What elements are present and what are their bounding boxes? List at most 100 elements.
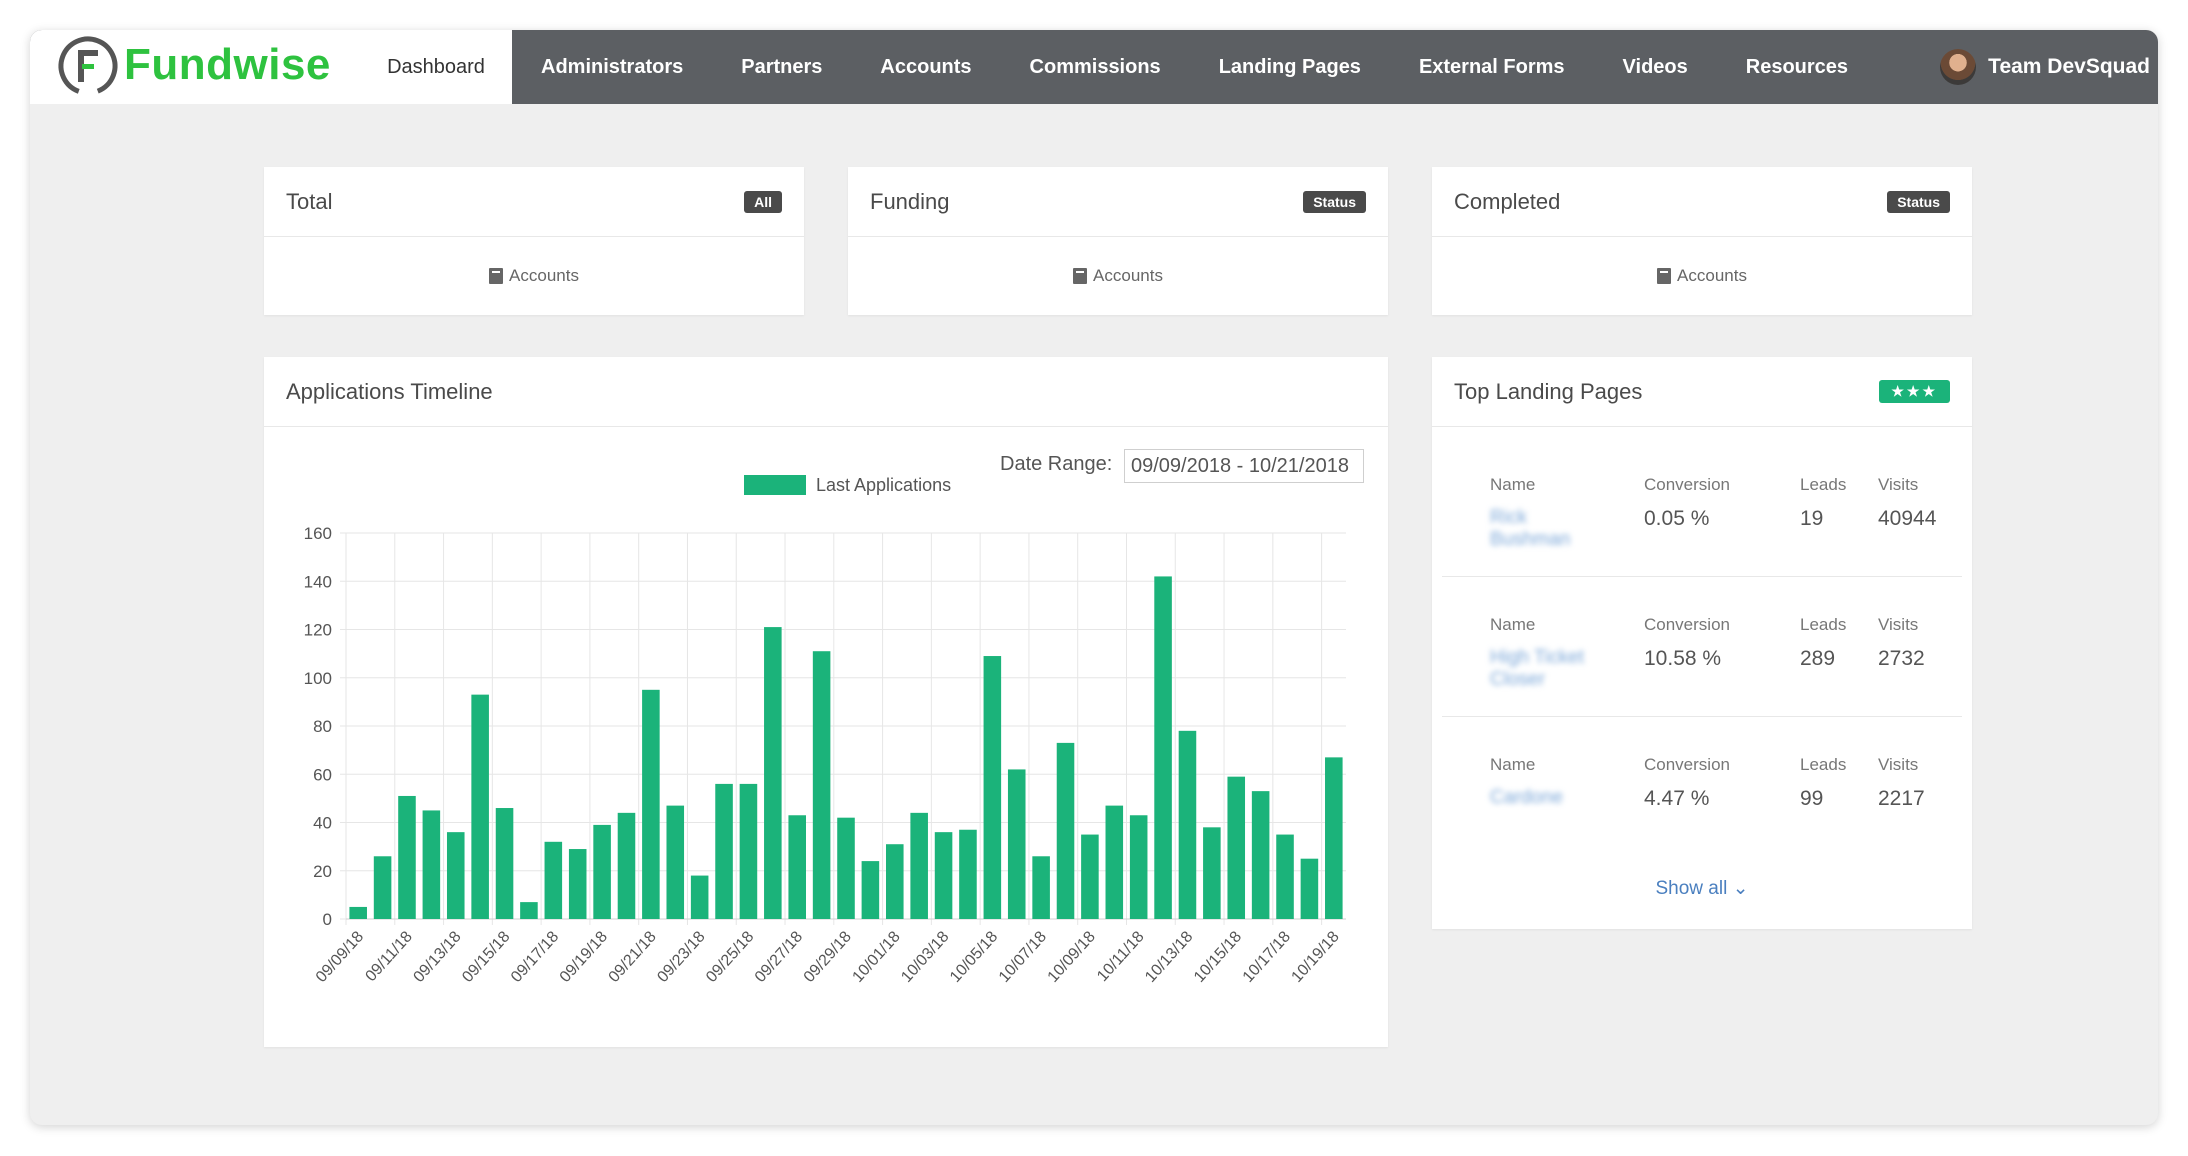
chart-bar xyxy=(934,832,953,919)
name-header: Name xyxy=(1490,755,1536,774)
brand-area: Fundwise Dashboard xyxy=(30,30,512,104)
chart-bar xyxy=(1032,856,1050,919)
conversion-cell: Conversion 0.05 % xyxy=(1644,475,1730,531)
nav-administrators[interactable]: Administrators xyxy=(541,55,684,78)
stat-body: Accounts xyxy=(848,237,1388,315)
visits-cell: Visits 2217 xyxy=(1878,755,1925,811)
chart-bar xyxy=(715,783,733,919)
stat-card-completed: Completed Status Accounts xyxy=(1432,167,1972,315)
nav-resources[interactable]: Resources xyxy=(1745,55,1849,78)
x-tick-label: 10/01/18 xyxy=(849,928,903,986)
user-name[interactable]: Team DevSquad xyxy=(1988,55,2150,78)
x-tick-label: 09/21/18 xyxy=(606,928,660,986)
y-tick-label: 80 xyxy=(313,717,332,736)
landing-page-name-link[interactable]: High Ticket Closer xyxy=(1490,647,1584,690)
name-cell: Name Rick Bushman xyxy=(1490,475,1600,551)
status-badge[interactable]: Status xyxy=(1303,190,1366,213)
visits-cell: Visits 2732 xyxy=(1878,615,1925,671)
chart-bar xyxy=(398,795,416,919)
stat-label: Accounts xyxy=(509,266,579,285)
leads-header: Leads xyxy=(1800,475,1847,494)
chart-bar xyxy=(1276,834,1294,919)
name-cell: Name High Ticket Closer xyxy=(1490,615,1600,691)
x-tick-label: 09/29/18 xyxy=(801,928,855,986)
avatar[interactable] xyxy=(1940,49,1977,85)
x-tick-label: 09/15/18 xyxy=(459,928,513,986)
conversion-value: 10.58 % xyxy=(1644,647,1722,670)
x-tick-label: 09/17/18 xyxy=(508,928,562,986)
user-menu[interactable]: Team DevSquad xyxy=(1940,30,2150,104)
conversion-header: Conversion xyxy=(1644,475,1730,494)
chart-bar xyxy=(1007,769,1026,919)
y-tick-label: 140 xyxy=(304,572,332,591)
star-rating-badge[interactable]: ★★★ xyxy=(1879,380,1950,403)
leads-cell: Leads 19 xyxy=(1800,475,1846,531)
leads-cell: Leads 99 xyxy=(1800,755,1846,811)
visits-cell: Visits 40944 xyxy=(1878,475,1936,531)
y-tick-label: 160 xyxy=(304,524,332,543)
landing-page-name-link[interactable]: Cardone xyxy=(1490,787,1563,808)
visits-header: Visits xyxy=(1878,755,1919,774)
y-tick-label: 100 xyxy=(304,669,332,688)
chart-bar xyxy=(349,906,367,919)
x-tick-label: 09/09/18 xyxy=(313,928,367,986)
chart-bar xyxy=(1105,805,1124,919)
chart-bar xyxy=(495,808,514,919)
x-tick-label: 10/09/18 xyxy=(1045,928,1099,986)
landing-page-name-link[interactable]: Rick Bushman xyxy=(1490,507,1571,550)
name-header: Name xyxy=(1490,475,1536,494)
x-tick-label: 10/03/18 xyxy=(898,928,952,986)
chart-bar xyxy=(593,824,611,919)
legend-label: Last Applications xyxy=(816,475,951,495)
conversion-value: 4.47 % xyxy=(1644,787,1710,810)
chart-bar xyxy=(471,694,489,919)
applications-timeline-card: Applications Timeline Date Range: 09/09/… xyxy=(264,357,1388,1047)
chart-bar xyxy=(690,875,709,919)
show-all-link[interactable]: Show all ⌄ xyxy=(1655,878,1749,899)
conversion-value: 0.05 % xyxy=(1644,507,1710,530)
card-title: Applications Timeline xyxy=(286,378,493,404)
table-row[interactable]: Name Rick Bushman Conversion 0.05 % Lead… xyxy=(1442,437,1962,577)
nav-partners[interactable]: Partners xyxy=(741,55,823,78)
filter-badge[interactable]: All xyxy=(744,190,782,213)
nav-external-forms[interactable]: External Forms xyxy=(1418,55,1565,78)
nav-landing-pages[interactable]: Landing Pages xyxy=(1218,55,1361,78)
chart-bar xyxy=(910,812,928,919)
visits-value: 2217 xyxy=(1878,787,1925,810)
book-icon xyxy=(1657,268,1672,284)
fundwise-logo-icon[interactable] xyxy=(56,34,120,98)
chart-bar xyxy=(1178,730,1197,919)
name-header: Name xyxy=(1490,615,1536,634)
date-range-input[interactable]: 09/09/2018 - 10/21/2018 xyxy=(1124,449,1364,483)
y-tick-label: 0 xyxy=(323,910,332,929)
nav-commissions[interactable]: Commissions xyxy=(1029,55,1161,78)
chart-bar xyxy=(1251,791,1270,919)
nav-videos[interactable]: Videos xyxy=(1622,55,1688,78)
visits-header: Visits xyxy=(1878,475,1919,494)
chart-bar xyxy=(617,812,636,919)
visits-value: 40944 xyxy=(1878,507,1937,530)
date-range-label: Date Range: xyxy=(1000,453,1113,475)
visits-header: Visits xyxy=(1878,615,1919,634)
chart-bar xyxy=(1227,776,1246,919)
chart-bar xyxy=(1203,827,1221,919)
chart-bar xyxy=(739,783,758,919)
brand-name[interactable]: Fundwise xyxy=(124,40,331,89)
table-row[interactable]: Name Cardone Conversion 4.47 % Leads 99 … xyxy=(1442,717,1962,857)
leads-header: Leads xyxy=(1800,615,1847,634)
card-header: Applications Timeline xyxy=(264,357,1388,427)
chart-bar xyxy=(1081,834,1099,919)
nav-menu: Administrators Partners Accounts Commiss… xyxy=(512,30,1877,104)
chart-bar xyxy=(642,689,660,919)
x-tick-label: 09/25/18 xyxy=(703,928,757,986)
status-badge[interactable]: Status xyxy=(1887,190,1950,213)
stat-body: Accounts xyxy=(264,237,804,315)
table-row[interactable]: Name High Ticket Closer Conversion 10.58… xyxy=(1442,577,1962,717)
nav-accounts[interactable]: Accounts xyxy=(880,55,972,78)
stat-label: Accounts xyxy=(1093,266,1163,285)
leads-value: 289 xyxy=(1800,647,1836,670)
nav-dashboard[interactable]: Dashboard xyxy=(360,30,512,104)
card-header: Top Landing Pages ★★★ xyxy=(1432,357,1972,427)
chart-bar xyxy=(1325,757,1343,919)
legend-swatch xyxy=(744,475,806,495)
